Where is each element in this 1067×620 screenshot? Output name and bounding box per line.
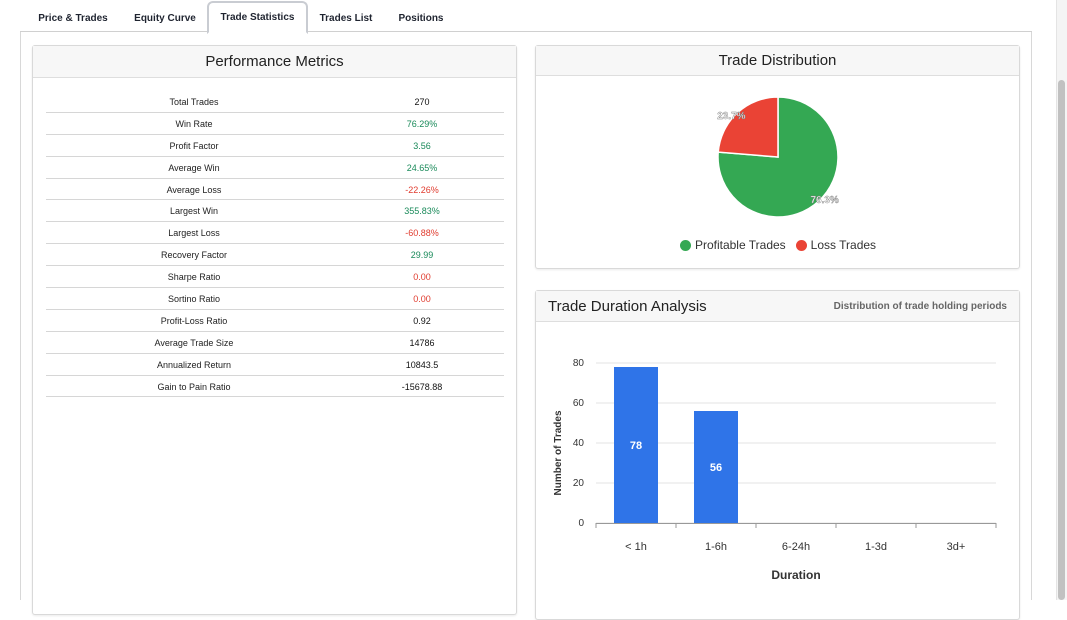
performance-metrics-panel: Performance Metrics Total Trades 270 Win R…	[32, 45, 517, 615]
metric-value: 270	[414, 97, 430, 107]
legend-item[interactable]: Loss Trades	[795, 238, 877, 252]
metric-label: Recovery Factor	[160, 250, 228, 261]
trade-duration-header: Trade Duration Analysis Distribution of …	[536, 291, 1019, 322]
metric-label: Sharpe Ratio	[167, 272, 221, 283]
bar-data-label: 56	[710, 462, 722, 474]
metric-value: -60.88%	[405, 228, 439, 239]
x-tick-label: 1-6h	[705, 541, 727, 553]
y-tick-label: 20	[573, 478, 585, 489]
x-tick-label: < 1h	[625, 541, 647, 553]
metric-row: Annualized Return 10843.5	[46, 354, 504, 376]
trade-distribution-header: Trade Distribution	[536, 46, 1019, 76]
metric-value: 0.00	[413, 294, 431, 305]
metric-value: 24.65%	[406, 162, 438, 173]
legend-item[interactable]: Profitable Trades	[679, 238, 786, 252]
trade-distribution-title: Trade Distribution	[718, 52, 837, 69]
metric-value: 29.99	[410, 250, 434, 261]
tab-positions[interactable]: Positions	[398, 12, 444, 24]
pie-chart: 76.3% 23.7%	[717, 96, 839, 218]
duration-bar-chart: 0 20 40 60 80 78 < 1h 56 1-6h 6-24h 1-3d 3d+ Duratio…	[553, 358, 997, 582]
tab-trades-list[interactable]: Trades List	[319, 12, 373, 24]
metric-row: Profit Factor 3.56	[46, 135, 504, 157]
metric-value: -15678.88	[401, 381, 443, 392]
bar-data-label: 78	[630, 440, 642, 452]
performance-metrics-title: Performance Metrics	[205, 53, 344, 70]
metric-row: Largest Win 355.83%	[46, 200, 504, 223]
metric-label: Profit-Loss Ratio	[160, 315, 228, 326]
x-tick-label: 3d+	[947, 541, 966, 553]
metric-row: Win Rate 76.29%	[46, 113, 504, 135]
metric-value: 14786	[409, 337, 435, 348]
metric-value: 76.29%	[406, 118, 438, 129]
x-axis-title: Duration	[771, 568, 820, 582]
metric-row: Gain to Pain Ratio -15678.88	[46, 376, 504, 398]
metric-row: Profit-Loss Ratio 0.92	[46, 310, 504, 332]
legend-dot-icon	[795, 239, 807, 251]
metric-row: Largest Loss -60.88%	[46, 222, 504, 245]
metric-value: 0.00	[413, 272, 431, 283]
scrollbar-thumb[interactable]	[1058, 80, 1065, 600]
metric-label: Annualized Return	[156, 359, 232, 370]
y-tick-label: 0	[578, 518, 584, 529]
tab-price-trades[interactable]: Price & Trades	[38, 12, 108, 24]
bar	[694, 411, 738, 523]
bar	[614, 367, 658, 523]
metric-value: 10843.5	[405, 359, 439, 370]
tab-equity-curve[interactable]: Equity Curve	[134, 12, 196, 24]
pie-slice-label: 23.7%	[717, 111, 745, 122]
metric-value: 3.56	[413, 140, 431, 151]
x-tick-label: 1-3d	[865, 541, 887, 553]
metric-row: Average Loss -22.26%	[46, 179, 504, 201]
performance-metrics-header: Performance Metrics	[33, 46, 516, 78]
metric-row: Average Trade Size 14786	[46, 332, 504, 354]
metric-label: Average Trade Size	[154, 337, 234, 348]
y-tick-label: 40	[573, 438, 585, 449]
metric-row: Sortino Ratio 0.00	[46, 288, 504, 310]
metrics-table: Total Trades 270 Win Rate 76.29% Profit Fact…	[46, 91, 504, 398]
legend-label: Profitable Trades	[694, 238, 786, 252]
app-frame	[20, 0, 1032, 600]
trade-distribution-panel: Trade Distribution 76.3% 23.7% Profitable…	[535, 45, 1020, 269]
legend-dot-icon	[679, 239, 691, 251]
x-tick-label: 6-24h	[782, 541, 810, 553]
tab-trade-statistics[interactable]: Trade Statistics	[207, 1, 308, 34]
pie-slice-label: 76.3%	[810, 195, 838, 206]
tab-bar: Price & Trades Equity Curve Trade Statis…	[20, 0, 1032, 34]
metric-value: -22.26%	[405, 184, 439, 195]
metric-label: Average Win	[168, 162, 220, 173]
metric-row: Recovery Factor 29.99	[46, 244, 504, 267]
metric-label: Win Rate	[175, 118, 213, 129]
metric-label: Sortino Ratio	[167, 294, 221, 305]
metric-label: Gain to Pain Ratio	[157, 381, 231, 392]
metric-label: Largest Loss	[168, 228, 220, 239]
y-tick-label: 80	[573, 358, 585, 369]
metric-label: Largest Win	[169, 206, 219, 217]
y-tick-label: 60	[573, 398, 585, 409]
metric-value: 355.83%	[404, 206, 440, 217]
pie-slice	[717, 96, 779, 158]
metric-label: Average Loss	[166, 184, 222, 195]
legend-label: Loss Trades	[810, 238, 877, 252]
trade-duration-subtitle: Distribution of trade holding periods	[833, 301, 1007, 312]
pie-slice	[717, 96, 839, 218]
metric-row: Average Win 24.65%	[46, 157, 504, 179]
metric-label: Total Trades	[169, 97, 219, 107]
trade-duration-panel: Trade Duration Analysis Distribution of …	[535, 290, 1020, 620]
y-axis-title: Number of Trades	[553, 410, 564, 495]
trade-duration-title: Trade Duration Analysis	[548, 297, 707, 315]
metric-row: Sharpe Ratio 0.00	[46, 266, 504, 289]
metric-label: Profit Factor	[169, 140, 219, 151]
metric-value: 0.92	[413, 315, 431, 326]
pie-legend: Profitable Trades Loss Trades	[536, 238, 1020, 252]
metric-row: Total Trades 270	[46, 91, 504, 113]
